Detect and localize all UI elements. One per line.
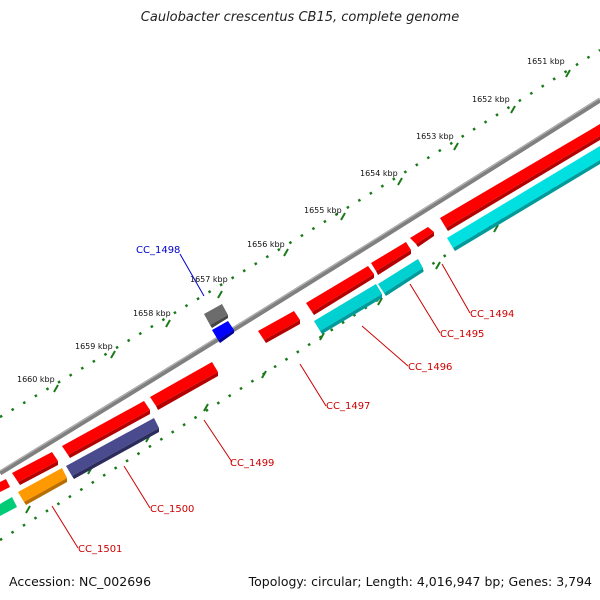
gene-CC_1501a[interactable] xyxy=(12,452,58,485)
gene-label-CC_1494[interactable]: CC_1494 xyxy=(470,309,514,320)
gene-arrow-shade xyxy=(312,274,374,315)
gene-CC_1497[interactable] xyxy=(306,266,374,315)
backbone-highlight xyxy=(0,97,600,472)
gene-CC_1494[interactable] xyxy=(440,124,600,231)
gene-label-CC_1499[interactable]: CC_1499 xyxy=(230,458,274,469)
gene-arrow-shade xyxy=(416,232,434,247)
leader-CC_1499 xyxy=(203,419,233,463)
leader-CC_1501 xyxy=(51,505,79,549)
leader-lines xyxy=(51,253,471,549)
gene-arrow xyxy=(447,146,600,248)
map-title: Caulobacter crescentus CB15, complete ge… xyxy=(140,10,460,25)
genome-backbone xyxy=(0,97,600,476)
gene-arrow xyxy=(371,242,411,271)
gene-CC_1501[interactable] xyxy=(18,468,67,505)
gene-edge-left[interactable] xyxy=(0,479,10,492)
gene-CC_1496[interactable] xyxy=(371,242,411,275)
leader-CC_1494 xyxy=(441,263,471,314)
leader-CC_1498 xyxy=(179,253,205,297)
gene-arrow-shade xyxy=(446,136,600,231)
scale-label-1656: 1656 kbp xyxy=(247,240,285,249)
gene-label-CC_1495[interactable]: CC_1495 xyxy=(440,329,484,340)
gene-arrow xyxy=(66,418,159,476)
gene-label-CC_1496[interactable]: CC_1496 xyxy=(408,362,452,373)
gene-box-shade xyxy=(218,330,234,343)
gene-box xyxy=(212,321,234,340)
gene-arrow xyxy=(378,259,423,293)
scale-label-1658: 1658 kbp xyxy=(133,309,171,318)
gene-arrow-shade xyxy=(24,478,67,505)
gene-arrow-shade xyxy=(156,372,218,410)
gene-arrow-shade xyxy=(264,320,300,343)
scale-label-1659: 1659 kbp xyxy=(75,342,113,351)
scale-arc xyxy=(0,48,600,419)
gene-arrow-shade xyxy=(72,428,159,479)
gene-box xyxy=(204,304,228,325)
gene-arrow xyxy=(258,311,300,340)
gene-arrow xyxy=(150,362,218,406)
gene-CC_1500[interactable] xyxy=(66,418,159,479)
genome-summary-text: Topology: circular; Length: 4,016,947 bp… xyxy=(248,574,592,589)
gene-CC_1495[interactable] xyxy=(410,227,434,247)
scale-label-1660: 1660 kbp xyxy=(17,375,55,384)
gene-CC_1495-cyan[interactable] xyxy=(378,259,423,296)
leader-CC_1497 xyxy=(299,363,327,407)
gene-arrow xyxy=(440,124,600,228)
scale-label-1653: 1653 kbp xyxy=(416,132,454,141)
gene-arrow xyxy=(18,468,67,502)
leader-CC_1500 xyxy=(123,465,151,509)
scale-label-1654: 1654 kbp xyxy=(360,169,398,178)
scale-label-1651: 1651 kbp xyxy=(527,57,565,66)
gene-box-shade xyxy=(210,315,228,328)
gene-CC_1500a[interactable] xyxy=(62,401,150,458)
gene-arrow-shade xyxy=(384,268,423,296)
gene-CC_1494-cyan[interactable] xyxy=(447,146,600,251)
gene-arrow xyxy=(0,497,17,516)
gene-arrow xyxy=(12,452,58,482)
leader-CC_1496 xyxy=(361,325,409,367)
gene-CC_1496-cyan[interactable] xyxy=(314,284,382,334)
gene-arrow-shade xyxy=(453,160,600,251)
gene-arrow-shade xyxy=(68,410,150,458)
gene-label-CC_1500[interactable]: CC_1500 xyxy=(150,504,194,515)
gene-arrow xyxy=(306,266,374,312)
gene-arrow-shade xyxy=(376,250,411,275)
gene-edge-left-green[interactable] xyxy=(0,497,17,516)
gene-CC_1498[interactable] xyxy=(204,304,228,328)
outer-scale-ticks xyxy=(53,69,571,393)
gene-CC_1499[interactable] xyxy=(150,362,218,410)
gene-label-CC_1497[interactable]: CC_1497 xyxy=(326,401,370,412)
scale-label-1657: 1657 kbp xyxy=(190,275,228,284)
gene-arrow xyxy=(0,479,10,492)
scale-label-1652: 1652 kbp xyxy=(472,95,510,104)
gene-arrow-shade xyxy=(18,461,58,485)
gene-CC_1498-blue[interactable] xyxy=(212,321,234,343)
gene-arrow xyxy=(314,284,382,331)
gene-arrow xyxy=(410,227,434,244)
leader-CC_1495 xyxy=(409,283,441,334)
gene-arrow xyxy=(62,401,150,455)
gene-CC_1497b[interactable] xyxy=(258,311,300,343)
gene-label-CC_1498[interactable]: CC_1498 xyxy=(136,245,180,256)
accession-text: Accession: NC_002696 xyxy=(9,574,152,589)
gene-label-CC_1501[interactable]: CC_1501 xyxy=(78,544,122,555)
gene-arrow-shade xyxy=(320,294,382,334)
scale-label-1655: 1655 kbp xyxy=(304,206,342,215)
